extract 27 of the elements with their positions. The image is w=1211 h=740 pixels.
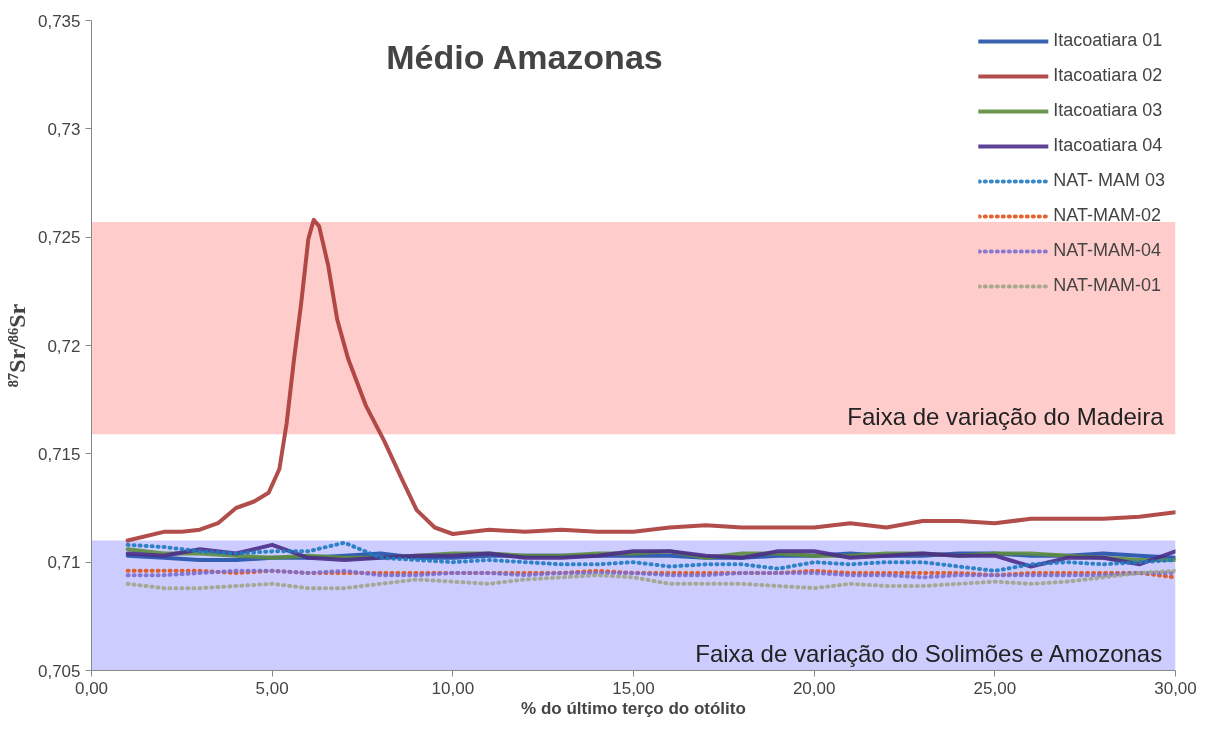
x-tick-label: 5,00: [255, 678, 289, 698]
x-tick-label: 0,00: [74, 678, 109, 698]
y-tick-label: 0,705: [37, 661, 81, 681]
x-tick-label: 20,00: [792, 678, 836, 698]
legend-label: NAT-MAM-01: [1053, 275, 1161, 296]
band-label: Faixa de variação do Madeira: [847, 403, 1165, 431]
x-axis-title: % do último terço do otólito: [521, 698, 746, 718]
legend-label: Itacoatiara 03: [1053, 100, 1163, 121]
y-tick-label: 0,735: [37, 11, 81, 31]
y-tick-label: 0,715: [37, 444, 81, 464]
x-tick-label: 10,00: [431, 678, 475, 698]
y-tick-label: 0,71: [47, 553, 81, 573]
legend-label: NAT-MAM-04: [1053, 240, 1161, 261]
x-tick-label: 15,00: [612, 678, 655, 698]
y-tick-label: 0,72: [47, 336, 81, 356]
x-tick-label: 25,00: [973, 678, 1017, 698]
y-tick-label: 0,73: [47, 119, 81, 139]
y-tick-label: 0,725: [37, 228, 81, 248]
legend-label: Itacoatiara 04: [1053, 135, 1163, 156]
legend-label: Itacoatiara 02: [1053, 65, 1163, 86]
legend-label: Itacoatiara 01: [1053, 30, 1163, 51]
legend-label: NAT-MAM-02: [1053, 205, 1161, 226]
band-label: Faixa de variação do Solimões e Amozonas: [695, 639, 1163, 667]
text: Médio Amazonas: [386, 37, 663, 76]
y-axis-title: ⁸⁷Sr/⁸⁶Sr: [3, 303, 30, 388]
legend-label: NAT- MAM 03: [1053, 170, 1165, 191]
x-tick-label: 30,00: [1154, 678, 1197, 698]
